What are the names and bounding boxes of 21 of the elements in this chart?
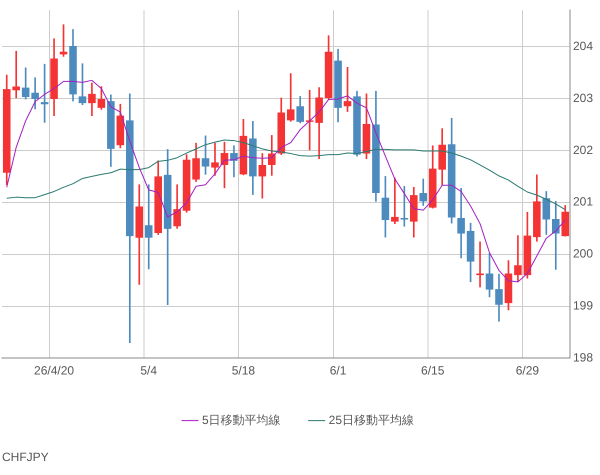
- y-tick-label: 200: [572, 246, 594, 261]
- y-tick-label: 199: [572, 298, 594, 313]
- y-tick-label: 201: [572, 194, 594, 209]
- x-tick-label: 6/15: [421, 364, 445, 378]
- y-tick-label: 202: [572, 142, 594, 157]
- candlestick: [78, 63, 86, 106]
- y-tick-label: 204: [572, 38, 594, 53]
- candlestick: [60, 24, 68, 57]
- text: CHFJPY: [2, 450, 49, 464]
- x-tick-label: 26/4/20: [34, 364, 74, 378]
- x-tick-label: 6/1: [330, 364, 347, 378]
- y-tick-label: 203: [572, 90, 594, 105]
- legend-label: 25日移動平均線: [328, 412, 414, 427]
- x-tick-label: 5/18: [232, 364, 256, 378]
- candlestick: [202, 136, 210, 175]
- x-tick-label: 6/29: [516, 364, 540, 378]
- legend-label: 5日移動平均線: [202, 412, 281, 427]
- candlestick: [344, 67, 352, 112]
- candlestick: [476, 242, 484, 288]
- x-tick-label: 5/4: [140, 364, 158, 378]
- y-tick-label: 198: [572, 350, 594, 365]
